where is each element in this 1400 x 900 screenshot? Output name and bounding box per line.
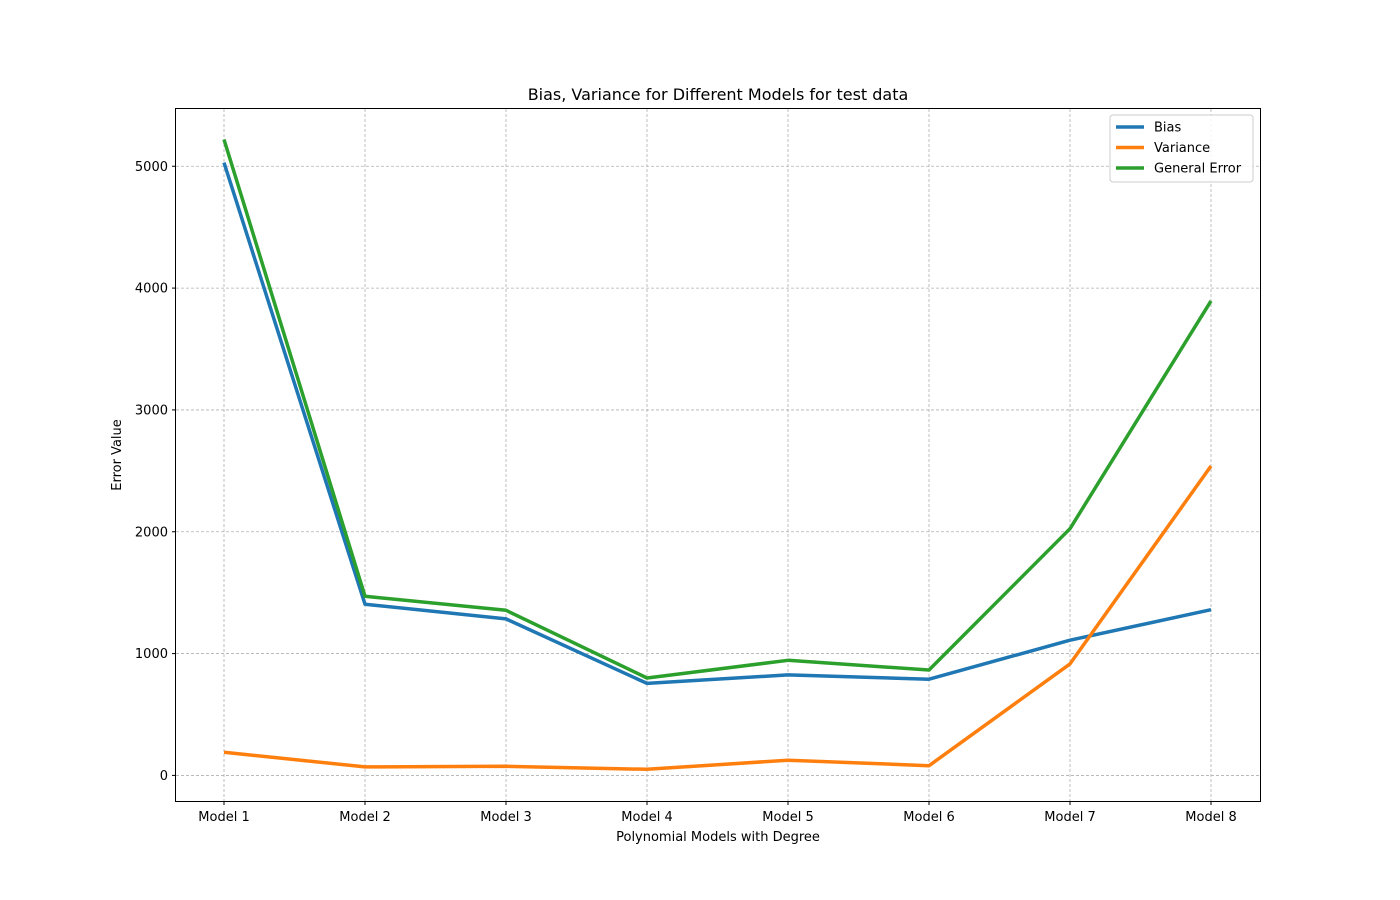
legend-label-variance: Variance <box>1154 141 1210 156</box>
series-line-bias <box>222 162 1212 686</box>
grid-layer <box>176 109 1260 801</box>
x-tick-label: Model 5 <box>762 810 813 825</box>
y-axis: 0 1000 2000 3000 4000 5000 <box>135 160 176 784</box>
x-tick-label: Model 1 <box>198 810 249 825</box>
x-axis-label: Polynomial Models with Degree <box>616 830 820 845</box>
x-tick-label: Model 3 <box>480 810 531 825</box>
series-line-general-error <box>222 138 1213 680</box>
y-tick-label: 3000 <box>135 403 168 418</box>
x-tick-label: Model 4 <box>621 810 672 825</box>
y-tick-label: 2000 <box>135 525 168 540</box>
series-line-variance <box>223 464 1213 772</box>
y-tick-label: 5000 <box>135 160 168 175</box>
y-tick-label: 1000 <box>135 647 168 662</box>
y-tick-label: 4000 <box>135 282 168 297</box>
x-tick-label: Model 8 <box>1185 810 1236 825</box>
legend: Bias Variance General Error <box>1109 114 1254 183</box>
x-tick-label: Model 6 <box>903 810 954 825</box>
series-layer <box>222 138 1213 772</box>
y-tick-label: 0 <box>160 769 168 784</box>
x-tick-label: Model 7 <box>1044 810 1095 825</box>
x-axis: Model 1 Model 2 Model 3 Model 4 Model 5 Model… <box>198 801 1237 825</box>
x-tick-label: Model 2 <box>339 810 390 825</box>
legend-box <box>1109 114 1254 183</box>
legend-label-general-error: General Error <box>1154 162 1242 177</box>
y-axis-label: Error Value <box>110 419 125 491</box>
legend-label-bias: Bias <box>1154 121 1181 136</box>
plot-frame <box>175 108 1261 802</box>
chart-title: Bias, Variance for Different Models for … <box>528 85 909 104</box>
